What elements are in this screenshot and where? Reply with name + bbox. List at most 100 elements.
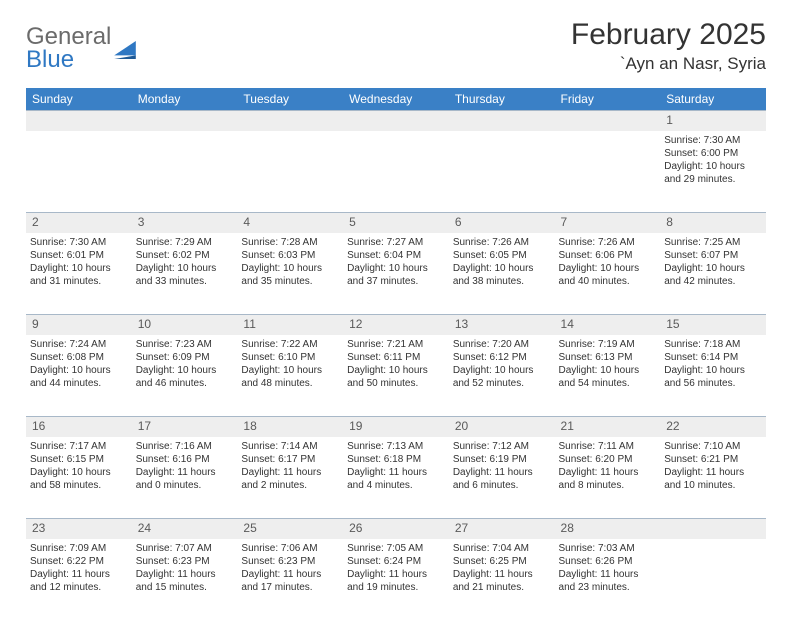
daylight-line: Daylight: 11 hours and 0 minutes.: [136, 466, 234, 492]
daylight-line: Daylight: 11 hours and 2 minutes.: [241, 466, 339, 492]
daylight-line: Daylight: 10 hours and 58 minutes.: [30, 466, 128, 492]
day-number: 28: [555, 519, 661, 539]
weekday-header-row: SundayMondayTuesdayWednesdayThursdayFrid…: [26, 88, 766, 111]
sunset-line: Sunset: 6:14 PM: [664, 351, 762, 364]
day-cell: Sunrise: 7:06 AMSunset: 6:23 PMDaylight:…: [237, 539, 343, 621]
sunrise-line: Sunrise: 7:24 AM: [30, 338, 128, 351]
sunset-line: Sunset: 6:25 PM: [453, 555, 551, 568]
day-cell: Sunrise: 7:17 AMSunset: 6:15 PMDaylight:…: [26, 437, 132, 519]
sunrise-line: Sunrise: 7:11 AM: [559, 440, 657, 453]
daylight-line: Daylight: 11 hours and 17 minutes.: [241, 568, 339, 594]
day-cell: [132, 131, 238, 213]
sunset-line: Sunset: 6:16 PM: [136, 453, 234, 466]
week-content-row: Sunrise: 7:24 AMSunset: 6:08 PMDaylight:…: [26, 335, 766, 417]
sunset-line: Sunset: 6:08 PM: [30, 351, 128, 364]
day-number: 1: [660, 111, 766, 131]
day-cell: Sunrise: 7:10 AMSunset: 6:21 PMDaylight:…: [660, 437, 766, 519]
sunset-line: Sunset: 6:02 PM: [136, 249, 234, 262]
daylight-line: Daylight: 11 hours and 19 minutes.: [347, 568, 445, 594]
week-content-row: Sunrise: 7:17 AMSunset: 6:15 PMDaylight:…: [26, 437, 766, 519]
daylight-line: Daylight: 10 hours and 42 minutes.: [664, 262, 762, 288]
sunset-line: Sunset: 6:19 PM: [453, 453, 551, 466]
daylight-line: Daylight: 10 hours and 35 minutes.: [241, 262, 339, 288]
day-number: [555, 111, 661, 131]
day-number-row: 16171819202122: [26, 417, 766, 437]
day-number: 17: [132, 417, 238, 437]
day-number: [237, 111, 343, 131]
sunset-line: Sunset: 6:03 PM: [241, 249, 339, 262]
day-cell: Sunrise: 7:19 AMSunset: 6:13 PMDaylight:…: [555, 335, 661, 417]
sunset-line: Sunset: 6:07 PM: [664, 249, 762, 262]
sunrise-line: Sunrise: 7:26 AM: [559, 236, 657, 249]
logo-text: General Blue: [26, 26, 111, 72]
day-cell: [660, 539, 766, 621]
week-content-row: Sunrise: 7:30 AMSunset: 6:01 PMDaylight:…: [26, 233, 766, 315]
month-title: February 2025: [571, 18, 766, 52]
day-number: 6: [449, 213, 555, 233]
daylight-line: Daylight: 11 hours and 6 minutes.: [453, 466, 551, 492]
day-cell: Sunrise: 7:23 AMSunset: 6:09 PMDaylight:…: [132, 335, 238, 417]
week-content-row: Sunrise: 7:30 AMSunset: 6:00 PMDaylight:…: [26, 131, 766, 213]
calendar-table: SundayMondayTuesdayWednesdayThursdayFrid…: [26, 88, 766, 621]
header: General Blue February 2025 `Ayn an Nasr,…: [26, 18, 766, 74]
day-cell: [237, 131, 343, 213]
day-number: 12: [343, 315, 449, 335]
day-cell: Sunrise: 7:12 AMSunset: 6:19 PMDaylight:…: [449, 437, 555, 519]
weekday-header: Friday: [555, 88, 661, 111]
sunrise-line: Sunrise: 7:21 AM: [347, 338, 445, 351]
daylight-line: Daylight: 11 hours and 12 minutes.: [30, 568, 128, 594]
daylight-line: Daylight: 10 hours and 33 minutes.: [136, 262, 234, 288]
daylight-line: Daylight: 11 hours and 4 minutes.: [347, 466, 445, 492]
day-number-row: 1: [26, 111, 766, 131]
day-cell: Sunrise: 7:13 AMSunset: 6:18 PMDaylight:…: [343, 437, 449, 519]
sunset-line: Sunset: 6:12 PM: [453, 351, 551, 364]
sunset-line: Sunset: 6:24 PM: [347, 555, 445, 568]
sunrise-line: Sunrise: 7:07 AM: [136, 542, 234, 555]
day-number: 18: [237, 417, 343, 437]
sunrise-line: Sunrise: 7:05 AM: [347, 542, 445, 555]
daylight-line: Daylight: 10 hours and 44 minutes.: [30, 364, 128, 390]
daylight-line: Daylight: 11 hours and 10 minutes.: [664, 466, 762, 492]
day-number: 20: [449, 417, 555, 437]
daylight-line: Daylight: 10 hours and 50 minutes.: [347, 364, 445, 390]
sunrise-line: Sunrise: 7:22 AM: [241, 338, 339, 351]
day-number: [132, 111, 238, 131]
day-cell: Sunrise: 7:30 AMSunset: 6:01 PMDaylight:…: [26, 233, 132, 315]
day-cell: [343, 131, 449, 213]
sunset-line: Sunset: 6:01 PM: [30, 249, 128, 262]
sunset-line: Sunset: 6:06 PM: [559, 249, 657, 262]
daylight-line: Daylight: 10 hours and 37 minutes.: [347, 262, 445, 288]
day-cell: Sunrise: 7:14 AMSunset: 6:17 PMDaylight:…: [237, 437, 343, 519]
logo-triangle-icon: [114, 41, 136, 59]
daylight-line: Daylight: 11 hours and 8 minutes.: [559, 466, 657, 492]
weekday-header: Saturday: [660, 88, 766, 111]
sunrise-line: Sunrise: 7:10 AM: [664, 440, 762, 453]
daylight-line: Daylight: 10 hours and 48 minutes.: [241, 364, 339, 390]
day-number: 9: [26, 315, 132, 335]
daylight-line: Daylight: 10 hours and 38 minutes.: [453, 262, 551, 288]
day-number: 8: [660, 213, 766, 233]
day-number-row: 2345678: [26, 213, 766, 233]
daylight-line: Daylight: 10 hours and 40 minutes.: [559, 262, 657, 288]
sunset-line: Sunset: 6:11 PM: [347, 351, 445, 364]
day-number: [449, 111, 555, 131]
day-number: [660, 519, 766, 539]
daylight-line: Daylight: 11 hours and 15 minutes.: [136, 568, 234, 594]
sunset-line: Sunset: 6:04 PM: [347, 249, 445, 262]
day-cell: Sunrise: 7:24 AMSunset: 6:08 PMDaylight:…: [26, 335, 132, 417]
day-number: [343, 111, 449, 131]
daylight-line: Daylight: 10 hours and 52 minutes.: [453, 364, 551, 390]
day-number-row: 232425262728: [26, 519, 766, 539]
day-number: 19: [343, 417, 449, 437]
sunrise-line: Sunrise: 7:30 AM: [664, 134, 762, 147]
sunrise-line: Sunrise: 7:03 AM: [559, 542, 657, 555]
day-cell: Sunrise: 7:27 AMSunset: 6:04 PMDaylight:…: [343, 233, 449, 315]
day-number-row: 9101112131415: [26, 315, 766, 335]
title-block: February 2025 `Ayn an Nasr, Syria: [571, 18, 766, 74]
day-cell: Sunrise: 7:25 AMSunset: 6:07 PMDaylight:…: [660, 233, 766, 315]
sunrise-line: Sunrise: 7:12 AM: [453, 440, 551, 453]
day-number: 4: [237, 213, 343, 233]
sunrise-line: Sunrise: 7:13 AM: [347, 440, 445, 453]
sunrise-line: Sunrise: 7:25 AM: [664, 236, 762, 249]
logo: General Blue: [26, 26, 136, 72]
